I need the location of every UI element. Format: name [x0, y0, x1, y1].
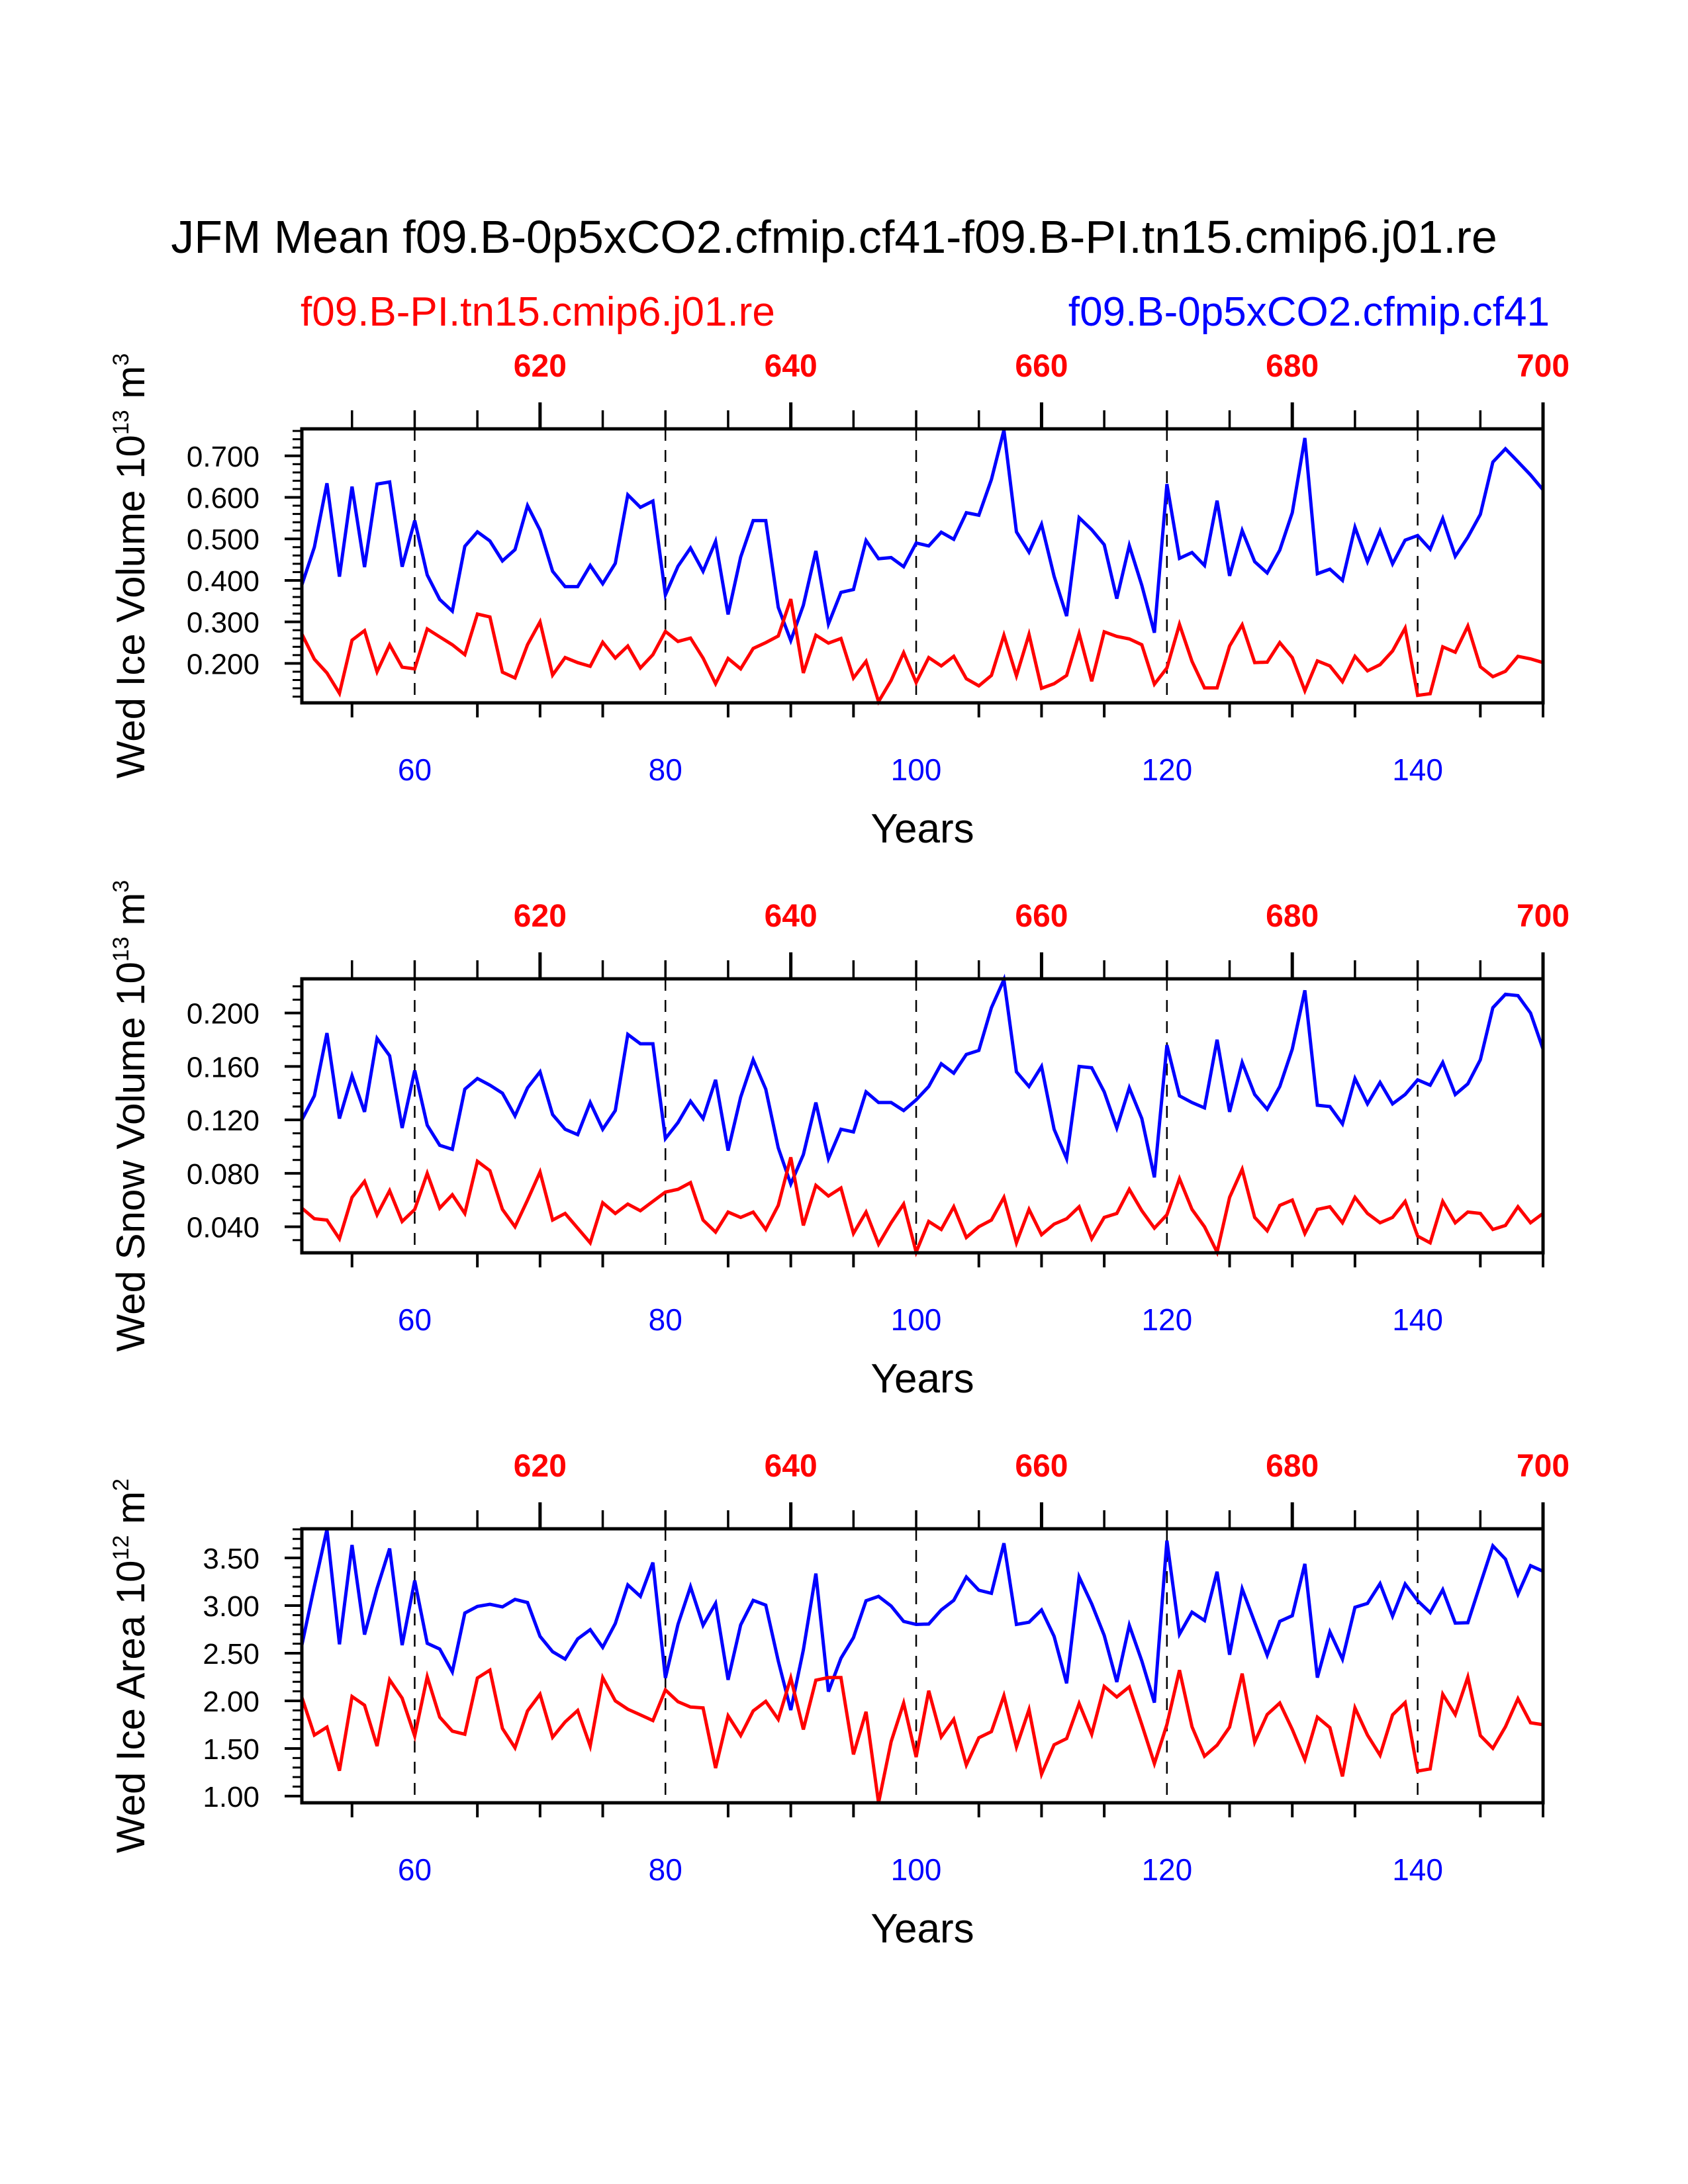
legend-label-red: f09.B-PI.tn15.cmip6.j01.re	[301, 289, 775, 335]
x-tick-label: 120	[1141, 752, 1192, 787]
top-axis-tick-label: 680	[1266, 899, 1319, 934]
y-tick-label: 0.500	[187, 523, 259, 556]
plot-frame	[300, 977, 1545, 1255]
y-axis-label-exponent: 12	[109, 1535, 134, 1561]
top-axis-tick-label: 640	[765, 899, 818, 934]
top-axis-tick-label: 640	[765, 349, 818, 384]
y-axis-label-unit-exponent: 3	[109, 880, 134, 893]
plot-frame	[300, 427, 1545, 705]
y-tick-label: 0.160	[187, 1051, 259, 1083]
y-tick-label: 0.400	[187, 565, 259, 598]
x-tick-label: 100	[891, 752, 942, 787]
top-axis-tick-label: 620	[514, 1449, 567, 1484]
y-tick-label: 1.50	[203, 1733, 259, 1766]
x-tick-label: 80	[649, 752, 682, 787]
top-axis-tick-label: 660	[1015, 349, 1068, 384]
y-tick-label: 0.600	[187, 482, 259, 515]
y-axis-label-text: Wed Ice Volume 10	[109, 435, 153, 778]
series-line-red	[300, 598, 1544, 706]
y-tick-label: 0.040	[187, 1212, 259, 1244]
x-tick-label: 60	[398, 1302, 432, 1337]
chart-title: JFM Mean f09.B-0p5xCO2.cfmip.cf41-f09.B-…	[171, 211, 1497, 263]
y-axis-label-exponent: 13	[109, 936, 134, 962]
x-axis-label: Years	[870, 806, 974, 852]
y-axis-label: Wed Snow Volume 1013 m3	[109, 880, 153, 1352]
top-axis-tick-label: 680	[1266, 1449, 1319, 1484]
x-tick-label: 140	[1392, 752, 1443, 787]
top-axis-tick-label: 640	[765, 1449, 818, 1484]
x-tick-label: 60	[398, 1852, 432, 1887]
series-line-blue	[300, 430, 1544, 646]
series-line-red	[300, 1667, 1544, 1803]
x-tick-label: 80	[649, 1852, 682, 1887]
top-axis-tick-label: 700	[1517, 349, 1570, 384]
panel-2: 60 80 100 120 140 Years 620 640 660 680 700 0.040 0.…	[109, 880, 1570, 1402]
panel-3: 60 80 100 120 140 Years 620 640 660 680 700 1.00 1.5…	[109, 1449, 1570, 1952]
top-axis-tick-label: 660	[1015, 899, 1068, 934]
y-tick-label: 3.50	[203, 1543, 259, 1575]
series-line-blue	[300, 974, 1545, 1189]
legend-label-blue: f09.B-0p5xCO2.cfmip.cf41	[1068, 289, 1550, 335]
y-axis-label-exponent: 13	[109, 410, 134, 435]
x-tick-label: 60	[398, 752, 432, 787]
y-tick-label: 0.120	[187, 1105, 259, 1137]
y-tick-label: 0.300	[187, 607, 259, 639]
x-tick-label: 120	[1141, 1302, 1192, 1337]
x-tick-label: 100	[891, 1852, 942, 1887]
plot-frame	[300, 1527, 1545, 1805]
y-axis-label-text: Wed Ice Area 10	[109, 1560, 153, 1853]
y-tick-label: 0.080	[187, 1158, 259, 1191]
y-tick-label: 2.50	[203, 1638, 259, 1670]
top-axis-tick-label: 700	[1517, 899, 1570, 934]
y-axis-label-unit: m	[109, 893, 153, 937]
y-tick-label: 0.700	[187, 441, 259, 473]
y-tick-label: 3.00	[203, 1590, 259, 1623]
y-tick-label: 2.00	[203, 1686, 259, 1718]
x-axis-label: Years	[870, 1906, 974, 1952]
x-tick-label: 120	[1141, 1852, 1192, 1887]
x-tick-label: 140	[1392, 1302, 1443, 1337]
top-axis-tick-label: 680	[1266, 349, 1319, 384]
top-axis-tick-label: 620	[514, 349, 567, 384]
top-axis-tick-label: 700	[1517, 1449, 1570, 1484]
y-axis-label-unit: m	[109, 1491, 153, 1535]
x-axis-label: Years	[870, 1356, 974, 1402]
y-axis-label-unit: m	[109, 366, 153, 410]
series-line-red	[301, 1157, 1544, 1257]
x-tick-label: 80	[649, 1302, 682, 1337]
panel-1: 60 80 100 120 140 Years 620 640 660 680 700 0.200 0.…	[109, 349, 1570, 852]
y-axis-label-text: Wed Snow Volume 10	[109, 962, 153, 1351]
x-tick-label: 140	[1392, 1852, 1443, 1887]
y-axis-label-unit-exponent: 2	[109, 1479, 134, 1491]
top-axis-tick-label: 660	[1015, 1449, 1068, 1484]
y-axis-label: Wed Ice Volume 1013 m3	[109, 353, 153, 779]
y-tick-label: 0.200	[187, 998, 259, 1030]
y-axis-label: Wed Ice Area 1012 m2	[109, 1479, 153, 1853]
top-axis-tick-label: 620	[514, 899, 567, 934]
y-tick-label: 1.00	[203, 1781, 259, 1813]
x-tick-label: 100	[891, 1302, 942, 1337]
y-axis-label-unit-exponent: 3	[109, 353, 134, 366]
series-line-blue	[300, 1529, 1544, 1711]
y-tick-label: 0.200	[187, 648, 259, 680]
